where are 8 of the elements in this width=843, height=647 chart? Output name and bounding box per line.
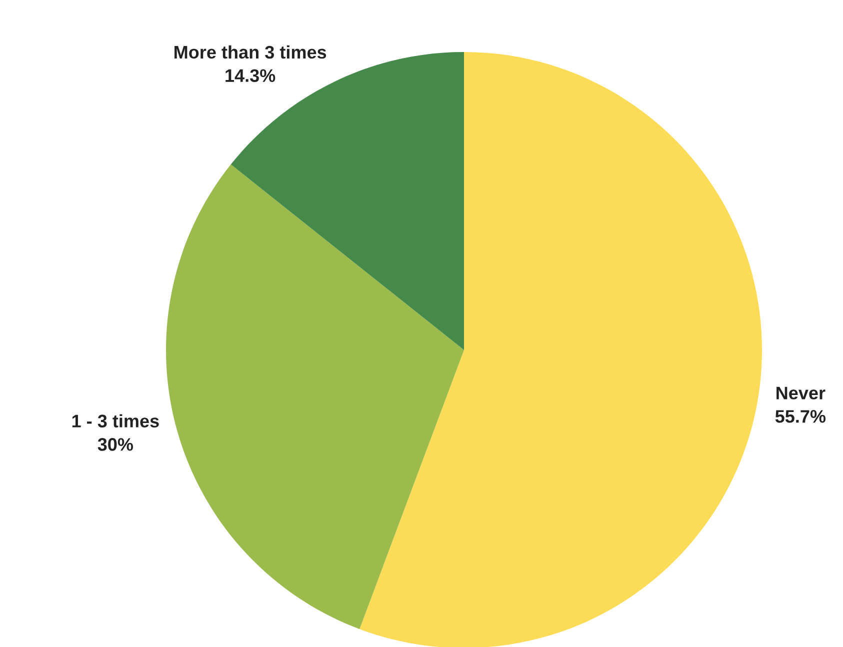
data-label: 30% (98, 438, 134, 451)
slice-label: Never (776, 386, 826, 400)
pie-slice (360, 52, 762, 647)
data-label: 55.7% (775, 410, 826, 423)
slice-label: 1 - 3 times (72, 414, 159, 428)
slice-label: More than 3 times (174, 45, 326, 59)
pie-slice (166, 164, 464, 630)
data-label: 14.3% (226, 69, 276, 82)
